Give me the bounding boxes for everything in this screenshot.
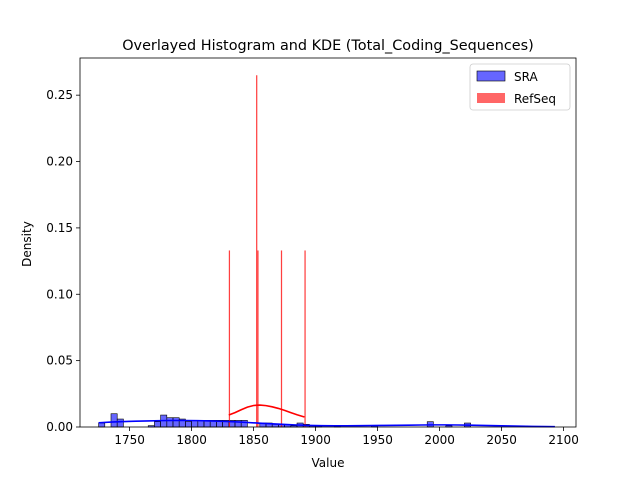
chart-title: Overlayed Histogram and KDE (Total_Codin… xyxy=(122,38,534,54)
axes-frame xyxy=(79,57,577,428)
y-tick-label: 0.15 xyxy=(46,221,73,235)
y-axis-label: Density xyxy=(20,221,34,267)
legend-label-refseq: RefSeq xyxy=(514,92,556,106)
legend-label-sra: SRA xyxy=(514,70,538,84)
sra-bar xyxy=(116,418,124,428)
refseq-bar xyxy=(280,250,283,427)
sra-kde-line xyxy=(98,419,555,428)
sra-bar xyxy=(172,417,180,428)
refseq-kde-line xyxy=(228,404,305,418)
y-tick-label: 0.00 xyxy=(46,420,73,434)
sra-bar xyxy=(110,413,118,428)
refseq-bar xyxy=(228,250,231,427)
x-tick-label: 2100 xyxy=(548,433,579,447)
axes: 1750 1800 1850 1900 1950 2000 2050 2100 0.00 0.05… xyxy=(46,57,579,447)
sra-bar xyxy=(240,420,248,428)
x-tick-label: 1800 xyxy=(176,433,207,447)
refseq-bar xyxy=(257,250,259,427)
sra-bar xyxy=(166,417,174,428)
legend-swatch-refseq xyxy=(477,93,505,103)
y-tick-label: 0.20 xyxy=(46,155,73,169)
legend: SRA RefSeq xyxy=(469,63,571,111)
x-tick-label: 1900 xyxy=(300,433,331,447)
refseq-bar xyxy=(256,75,258,427)
sra-bar xyxy=(185,421,192,428)
y-tick-label: 0.10 xyxy=(46,287,73,301)
sra-bar xyxy=(154,421,161,428)
x-axis-label: Value xyxy=(312,456,345,470)
legend-swatch-sra xyxy=(476,70,506,82)
y-tick-label: 0.25 xyxy=(46,88,73,102)
x-tick-label: 1850 xyxy=(238,433,269,447)
x-tick-label: 2000 xyxy=(424,433,455,447)
x-tick-label: 1950 xyxy=(362,433,393,447)
y-tick-label: 0.05 xyxy=(46,354,73,368)
x-tick-label: 1750 xyxy=(114,433,145,447)
x-tick-label: 2050 xyxy=(486,433,517,447)
sra-bar xyxy=(98,422,106,428)
refseq-bar xyxy=(304,250,306,427)
